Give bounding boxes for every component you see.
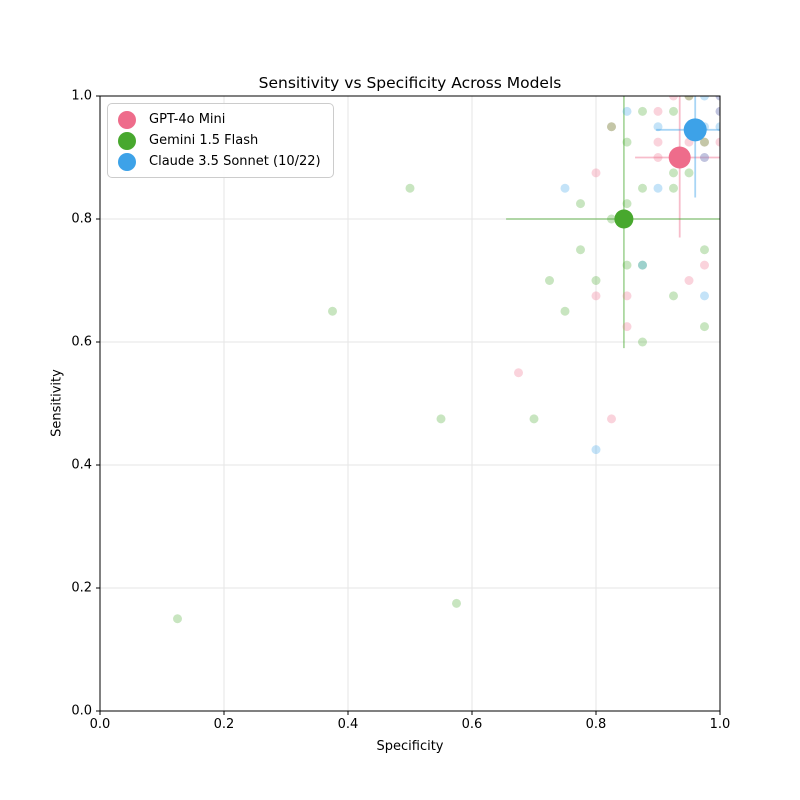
- scatter-point: [700, 322, 709, 332]
- scatter-point: [576, 199, 585, 209]
- y-tick-label: 0.0: [71, 703, 92, 719]
- scatter-point: [653, 153, 663, 162]
- x-tick-label: 1.0: [709, 717, 731, 732]
- scatter-point: [669, 106, 678, 116]
- scatter-point: [607, 214, 616, 224]
- scatter-point: [622, 137, 632, 147]
- scatter-point: [669, 291, 678, 301]
- scatter-point: [328, 306, 337, 316]
- scatter-point: [684, 96, 694, 101]
- summary-marker: [668, 146, 691, 169]
- scatter-point: [452, 598, 461, 608]
- scatter-point: [638, 183, 647, 193]
- scatter-point: [715, 106, 720, 116]
- scatter-point: [560, 183, 570, 193]
- scatter-point: [700, 137, 709, 147]
- y-tick-label: 1.0: [71, 88, 92, 104]
- scatter-point: [436, 414, 446, 424]
- x-tick-label: 0.6: [461, 717, 483, 732]
- scatter-point: [700, 260, 709, 270]
- scatter-point: [715, 122, 720, 132]
- y-tick-label: 0.2: [71, 580, 92, 596]
- scatter-point: [622, 260, 632, 270]
- scatter-point: [622, 322, 632, 332]
- scatter-point: [622, 106, 632, 116]
- scatter-point: [591, 445, 601, 455]
- scatter-point: [715, 106, 720, 116]
- scatter-point: [669, 183, 678, 193]
- scatter-point: [607, 122, 616, 132]
- scatter-point: [653, 106, 663, 116]
- scatter-point: [684, 168, 694, 178]
- x-tick-label: 0.4: [337, 717, 359, 732]
- scatter-point: [638, 260, 647, 270]
- scatter-point: [700, 245, 709, 255]
- scatter-point: [700, 153, 709, 162]
- legend-label-gpt-4o-mini: GPT-4o Mini: [149, 112, 226, 127]
- x-tick-label: 0.8: [585, 717, 607, 732]
- scatter-point: [638, 106, 647, 116]
- scatter-point: [669, 96, 678, 101]
- scatter-point: [173, 614, 182, 624]
- scatter-point: [669, 168, 678, 178]
- scatter-point: [514, 368, 523, 378]
- scatter-point: [653, 122, 663, 132]
- scatter-point: [700, 153, 709, 162]
- scatter-point: [700, 137, 709, 147]
- scatter-point: [560, 306, 570, 316]
- scatter-point: [607, 414, 616, 424]
- scatter-point: [591, 291, 601, 301]
- scatter-point: [715, 96, 720, 101]
- chart-title: Sensitivity vs Specificity Across Models: [258, 74, 562, 92]
- legend-row-gpt-4o-mini: GPT-4o Mini: [118, 109, 321, 130]
- axes-frame: [99, 95, 721, 712]
- scatter-point: [684, 96, 694, 101]
- y-tick-label: 0.8: [71, 211, 92, 227]
- plot-area: [173, 96, 720, 624]
- legend: GPT-4o Mini Gemini 1.5 Flash Claude 3.5 …: [107, 103, 334, 178]
- y-axis-label: Sensitivity: [49, 369, 65, 437]
- x-tick-label: 0.2: [213, 717, 235, 732]
- scatter-point: [684, 276, 694, 285]
- scatter-point: [653, 183, 663, 193]
- scatter-point: [576, 245, 585, 255]
- legend-swatch-gemini-1-5-flash-icon: [118, 131, 136, 150]
- y-tick-label: 0.6: [71, 334, 92, 350]
- y-tick-label: 0.4: [71, 457, 92, 473]
- scatter-point: [622, 291, 632, 301]
- legend-row-claude-3-5-sonnet: Claude 3.5 Sonnet (10/22): [118, 151, 321, 172]
- legend-swatch-gpt-4o-mini-icon: [118, 110, 136, 129]
- legend-swatch-claude-3-5-sonnet-icon: [118, 152, 136, 171]
- scatter-point: [591, 168, 601, 178]
- scatter-point: [405, 183, 415, 193]
- x-axis-label: Specificity: [376, 739, 444, 754]
- summary-marker: [683, 118, 707, 142]
- scatter-point: [700, 291, 709, 301]
- scatter-point: [700, 96, 709, 101]
- scatter-point: [715, 96, 720, 101]
- scatter-point: [622, 199, 632, 209]
- x-tick-label: 0.0: [89, 717, 111, 732]
- scatter-point: [638, 337, 647, 347]
- legend-label-claude-3-5-sonnet: Claude 3.5 Sonnet (10/22): [149, 154, 321, 169]
- legend-label-gemini-1-5-flash: Gemini 1.5 Flash: [149, 133, 259, 148]
- scatter-point: [529, 414, 539, 424]
- summary-marker: [614, 209, 634, 229]
- legend-row-gemini-1-5-flash: Gemini 1.5 Flash: [118, 130, 321, 151]
- scatter-point: [545, 276, 554, 285]
- scatter-point: [653, 137, 663, 147]
- scatter-point: [591, 276, 601, 285]
- scatter-point: [715, 137, 720, 147]
- scatter-point: [607, 122, 616, 132]
- scatter-point: [638, 260, 647, 270]
